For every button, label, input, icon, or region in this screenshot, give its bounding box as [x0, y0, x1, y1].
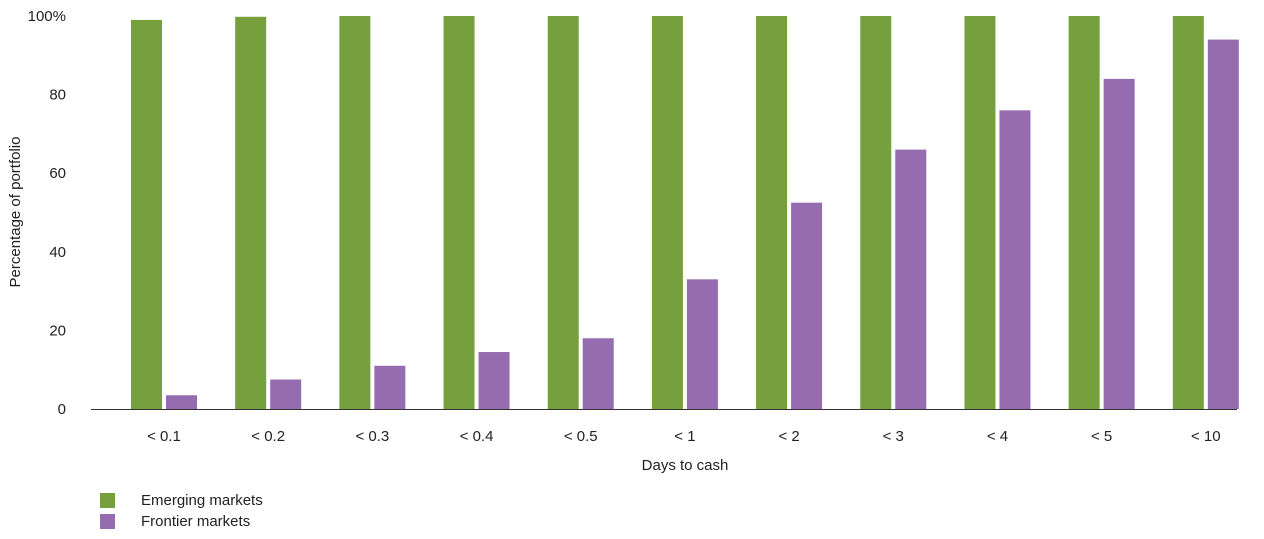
x-tick-label: < 0.4 — [460, 428, 494, 445]
bar-frontier-markets-3 — [374, 365, 406, 409]
bar-emerging-markets-7 — [756, 16, 788, 409]
bar-emerging-markets-11 — [1172, 16, 1204, 409]
bar-emerging-markets-6 — [651, 16, 683, 409]
bar-frontier-markets-10 — [1103, 78, 1135, 409]
x-tick-labels: < 0.1 < 0.2 < 0.3 < 0.4 < 0.5 < 1 < 2 < 3 < 4 < 5… — [147, 428, 1221, 445]
x-tick-label: < 3 — [883, 428, 904, 445]
bar-emerging-markets-4 — [443, 16, 475, 409]
legend-label-frontier: Frontier markets — [141, 513, 251, 530]
x-tick-label: < 0.5 — [564, 428, 598, 445]
bar-frontier-markets-7 — [791, 202, 823, 409]
y-axis-title: Percentage of portfolio — [7, 137, 24, 288]
x-tick-label: < 2 — [778, 428, 799, 445]
bar-frontier-markets-9 — [999, 110, 1031, 409]
y-tick-label: 40 — [49, 244, 66, 261]
bar-frontier-markets-1 — [166, 395, 197, 409]
bar-emerging-markets-2 — [235, 16, 267, 409]
x-tick-label: < 0.2 — [251, 428, 285, 445]
y-tick-label: 60 — [49, 165, 66, 182]
x-axis-title: Days to cash — [642, 457, 729, 474]
bar-emerging-markets-1 — [131, 19, 162, 410]
bar-emerging-markets-3 — [339, 16, 371, 409]
bar-emerging-markets-8 — [860, 16, 892, 409]
bar-emerging-markets-10 — [1068, 16, 1100, 409]
bar-emerging-markets-5 — [547, 16, 579, 409]
x-tick-label: < 1 — [674, 428, 695, 445]
bar-frontier-markets-6 — [686, 279, 718, 409]
legend-swatch-frontier — [100, 514, 115, 529]
x-tick-label: < 5 — [1091, 428, 1112, 445]
y-tick-label: 0 — [58, 401, 66, 418]
bar-frontier-markets-8 — [895, 149, 927, 409]
legend-label-emerging: Emerging markets — [141, 492, 263, 509]
bar-frontier-markets-4 — [478, 352, 510, 409]
x-tick-label: < 0.3 — [355, 428, 389, 445]
y-tick-label: 20 — [49, 322, 66, 339]
bar-frontier-markets-2 — [270, 379, 302, 409]
legend: Emerging markets Frontier markets — [100, 490, 263, 532]
y-tick-label: 100% — [28, 8, 66, 25]
legend-swatch-emerging — [100, 493, 115, 508]
bars-group — [131, 16, 1239, 410]
x-tick-label: < 10 — [1191, 428, 1221, 445]
bar-frontier-markets-5 — [582, 338, 614, 409]
x-tick-label: < 0.1 — [147, 428, 181, 445]
bar-frontier-markets-11 — [1207, 39, 1239, 409]
bar-emerging-markets-9 — [964, 16, 996, 409]
legend-item-emerging: Emerging markets — [100, 490, 263, 511]
x-tick-label: < 4 — [987, 428, 1008, 445]
y-tick-label: 80 — [49, 87, 66, 104]
y-tick-labels: 0 20 40 60 80 100% — [28, 8, 66, 418]
legend-item-frontier: Frontier markets — [100, 511, 263, 532]
